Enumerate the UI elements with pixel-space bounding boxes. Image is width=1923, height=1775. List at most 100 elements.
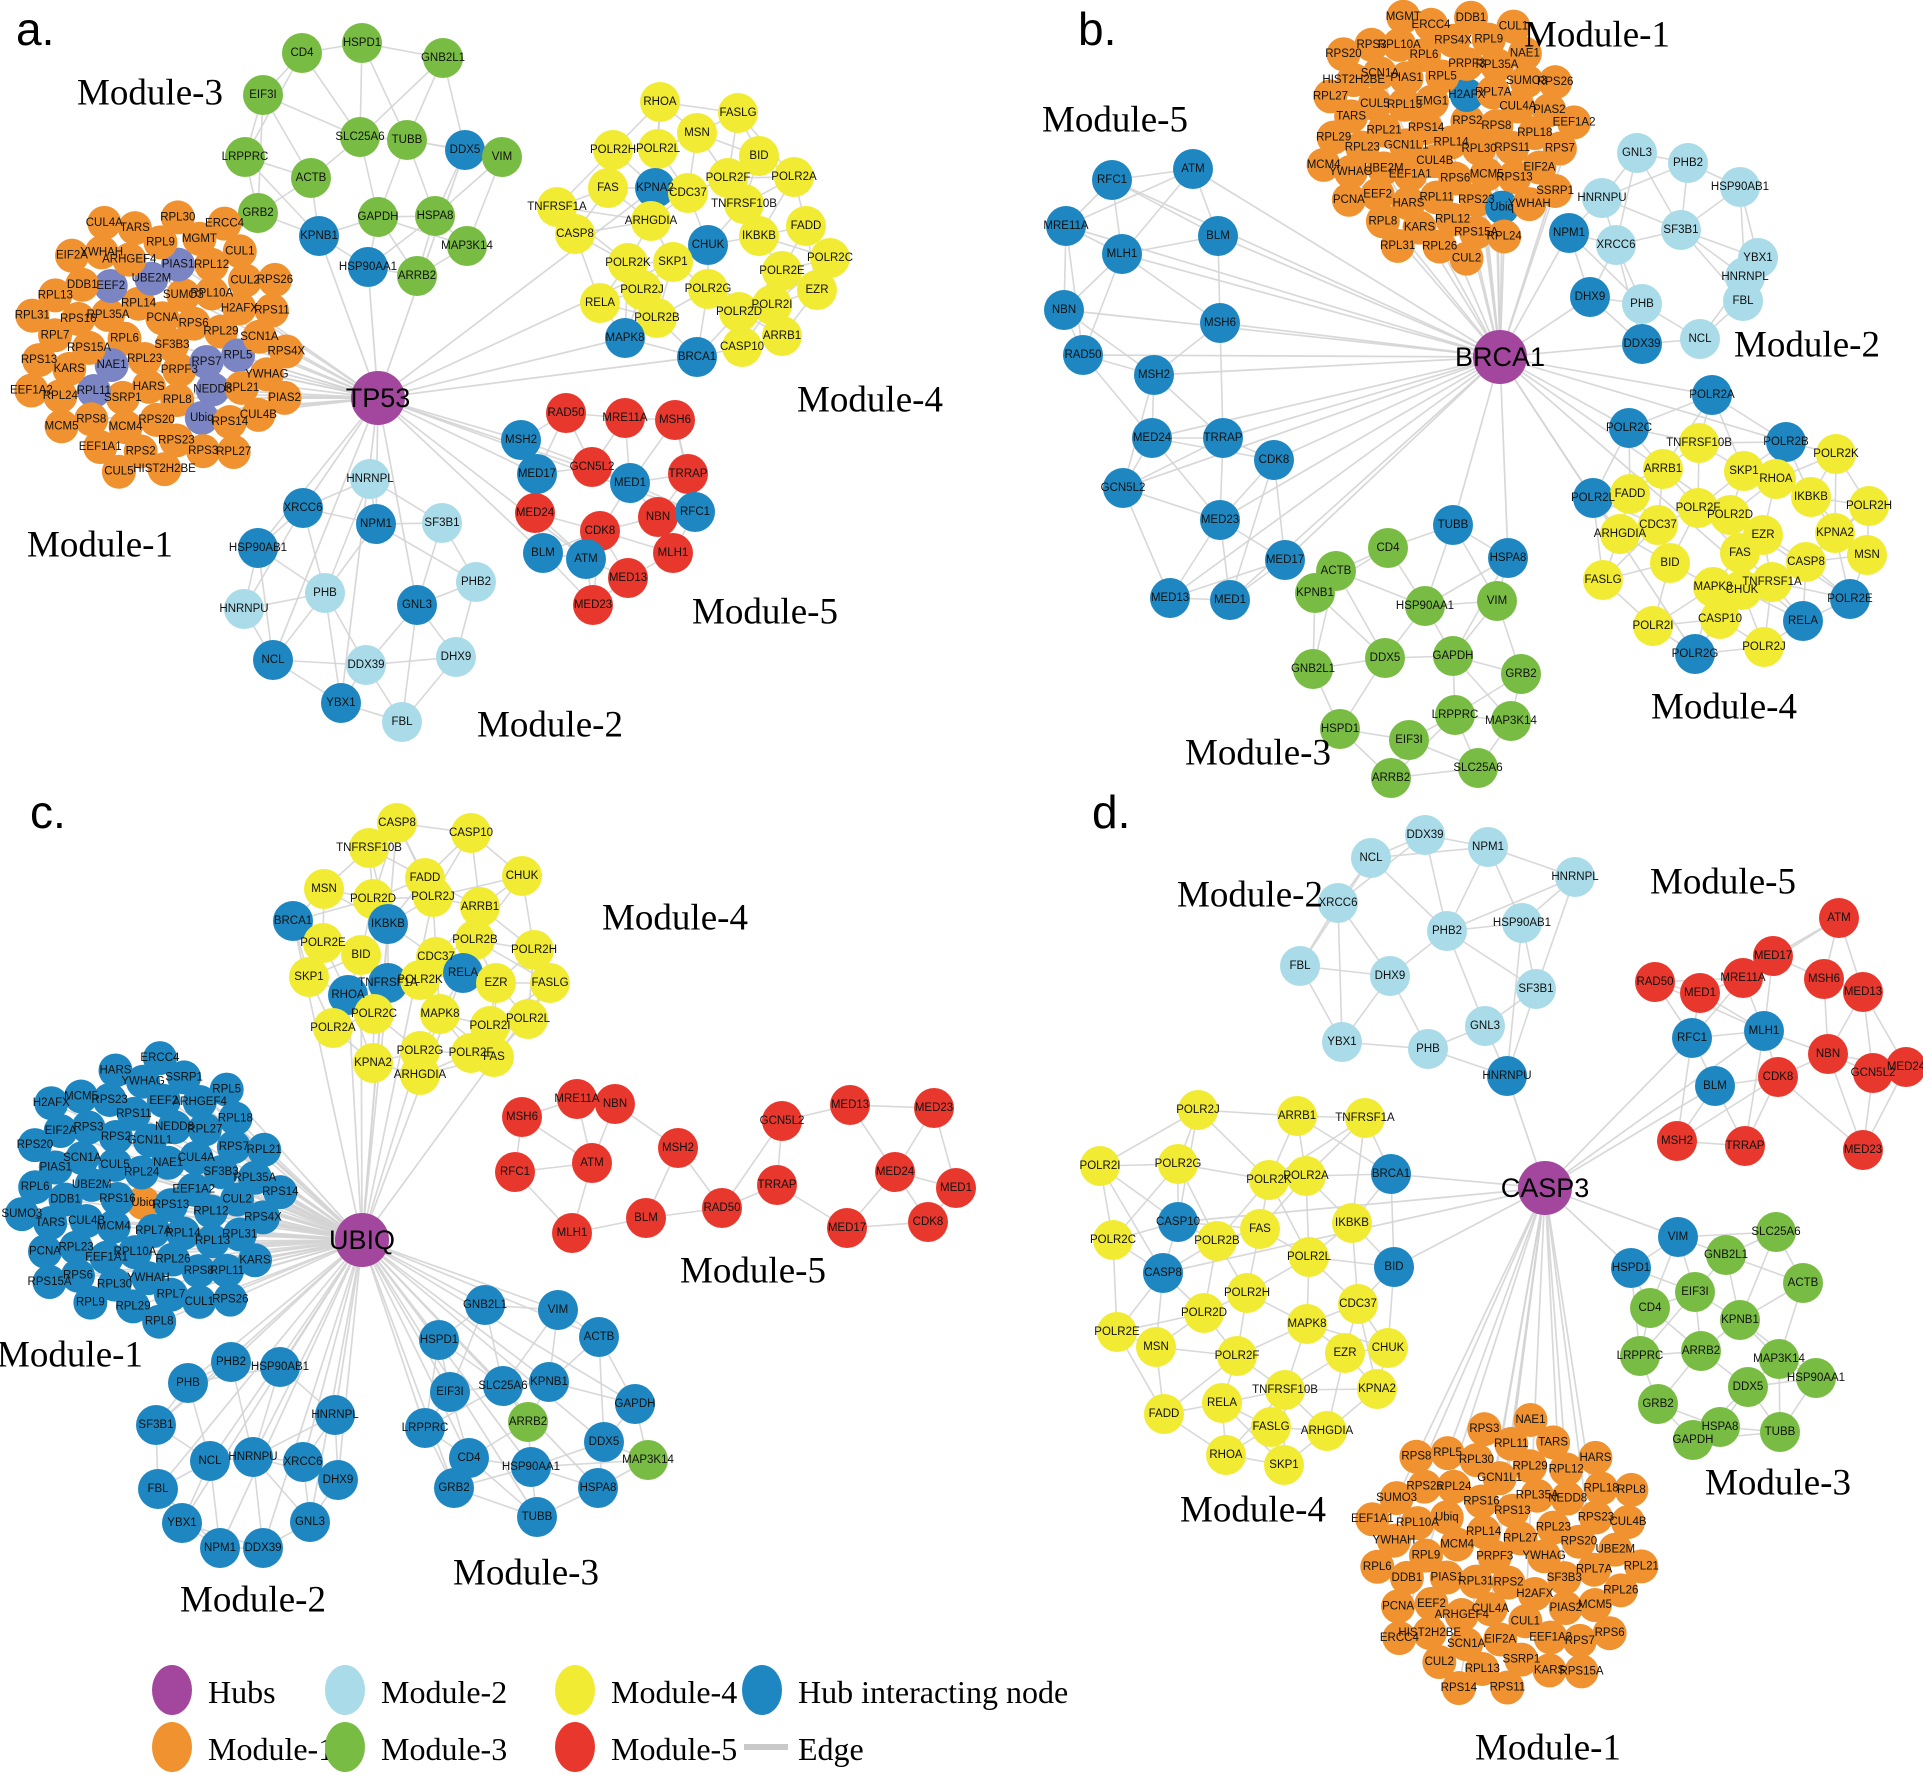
- network-node[interactable]: [908, 1202, 948, 1242]
- network-node[interactable]: [1400, 1506, 1435, 1541]
- network-node[interactable]: [1436, 1469, 1471, 1504]
- network-node[interactable]: [1513, 1402, 1548, 1437]
- network-node[interactable]: [73, 1285, 108, 1320]
- network-node[interactable]: [1796, 1358, 1836, 1398]
- network-node[interactable]: [1549, 1452, 1584, 1487]
- network-node[interactable]: [1804, 959, 1844, 999]
- network-node[interactable]: [1381, 1589, 1416, 1624]
- network-node[interactable]: [112, 242, 147, 277]
- network-node[interactable]: [1507, 36, 1542, 71]
- network-node[interactable]: [1578, 1500, 1613, 1535]
- network-node[interactable]: [218, 1101, 253, 1136]
- network-node[interactable]: [118, 1235, 153, 1270]
- network-node[interactable]: [1366, 151, 1401, 186]
- network-node[interactable]: [1178, 1090, 1218, 1130]
- network-node[interactable]: [289, 957, 329, 997]
- network-node[interactable]: [508, 999, 548, 1039]
- network-node[interactable]: [1503, 1521, 1538, 1556]
- network-node[interactable]: [1405, 586, 1445, 626]
- network-node[interactable]: [762, 316, 802, 356]
- network-node[interactable]: [1202, 1383, 1242, 1423]
- network-node[interactable]: [1657, 1121, 1697, 1161]
- network-node[interactable]: [222, 1217, 257, 1252]
- network-node[interactable]: [1495, 1493, 1530, 1528]
- network-node[interactable]: [1808, 1034, 1848, 1074]
- network-node[interactable]: [1414, 1586, 1449, 1621]
- network-node[interactable]: [1093, 1220, 1133, 1260]
- network-node[interactable]: [313, 1008, 353, 1048]
- network-node[interactable]: [303, 923, 343, 963]
- network-node[interactable]: [213, 1282, 248, 1317]
- network-node[interactable]: [1459, 215, 1494, 250]
- network-node[interactable]: [1675, 1272, 1715, 1312]
- network-node[interactable]: [1184, 1293, 1224, 1333]
- network-node[interactable]: [1295, 573, 1335, 613]
- network-node[interactable]: [1249, 1160, 1289, 1200]
- network-node[interactable]: [1847, 535, 1887, 575]
- network-node[interactable]: [434, 1468, 474, 1508]
- network-node[interactable]: [131, 369, 166, 404]
- network-node[interactable]: [1476, 75, 1511, 110]
- network-node[interactable]: [1502, 903, 1542, 943]
- network-node[interactable]: [1465, 1006, 1505, 1046]
- network-node[interactable]: [400, 960, 440, 1000]
- network-node[interactable]: [1638, 1384, 1678, 1424]
- network-node[interactable]: [38, 318, 73, 353]
- network-node[interactable]: [1583, 560, 1623, 600]
- network-node[interactable]: [1473, 1592, 1508, 1627]
- network-node[interactable]: [43, 1114, 78, 1149]
- network-node[interactable]: [1465, 1651, 1500, 1686]
- network-node[interactable]: [1331, 182, 1366, 217]
- network-node[interactable]: [1557, 105, 1592, 140]
- network-node[interactable]: [1433, 636, 1473, 676]
- network-node[interactable]: [1725, 1126, 1765, 1166]
- network-node[interactable]: [1508, 1604, 1543, 1639]
- network-node[interactable]: [1760, 1412, 1800, 1452]
- network-node[interactable]: [249, 357, 284, 392]
- network-node[interactable]: [1379, 1481, 1414, 1516]
- network-node[interactable]: [143, 225, 178, 260]
- network-node[interactable]: [653, 242, 693, 282]
- network-node[interactable]: [677, 337, 717, 377]
- network-node[interactable]: [1584, 1471, 1619, 1506]
- network-node[interactable]: [1512, 187, 1547, 222]
- network-node[interactable]: [1143, 1253, 1183, 1293]
- network-node[interactable]: [1578, 1440, 1613, 1475]
- network-node[interactable]: [584, 1422, 624, 1462]
- network-node[interactable]: [675, 492, 715, 532]
- network-node[interactable]: [1198, 216, 1238, 256]
- network-node[interactable]: [1449, 241, 1484, 276]
- network-node[interactable]: [538, 1290, 578, 1330]
- network-node[interactable]: [1368, 528, 1408, 568]
- network-node[interactable]: [237, 1160, 272, 1195]
- network-node[interactable]: [1853, 1053, 1893, 1093]
- network-node[interactable]: [1491, 1565, 1526, 1600]
- network-node[interactable]: [668, 454, 708, 494]
- network-node[interactable]: [340, 117, 380, 157]
- network-node[interactable]: [638, 497, 678, 537]
- network-node[interactable]: [1254, 440, 1294, 480]
- network-node[interactable]: [243, 75, 283, 115]
- network-node[interactable]: [1150, 578, 1190, 618]
- network-node[interactable]: [1496, 9, 1531, 44]
- network-node[interactable]: [273, 901, 313, 941]
- network-node[interactable]: [1322, 1022, 1362, 1062]
- network-node[interactable]: [1407, 1469, 1442, 1504]
- network-node[interactable]: [100, 1181, 135, 1216]
- network-node[interactable]: [17, 1128, 52, 1163]
- network-node[interactable]: [1753, 936, 1793, 976]
- network-node[interactable]: [1351, 838, 1391, 878]
- network-node[interactable]: [1843, 972, 1883, 1012]
- network-node[interactable]: [1450, 104, 1485, 139]
- network-node[interactable]: [1371, 758, 1411, 798]
- network-node[interactable]: [160, 200, 195, 235]
- network-node[interactable]: [637, 298, 677, 338]
- network-node[interactable]: [1399, 1439, 1434, 1474]
- network-node[interactable]: [353, 1043, 393, 1083]
- network-node[interactable]: [1173, 149, 1213, 189]
- network-node[interactable]: [382, 702, 422, 742]
- network-node[interactable]: [52, 351, 87, 386]
- network-node[interactable]: [1365, 638, 1405, 678]
- network-node[interactable]: [1668, 143, 1708, 183]
- network-node[interactable]: [1650, 543, 1690, 583]
